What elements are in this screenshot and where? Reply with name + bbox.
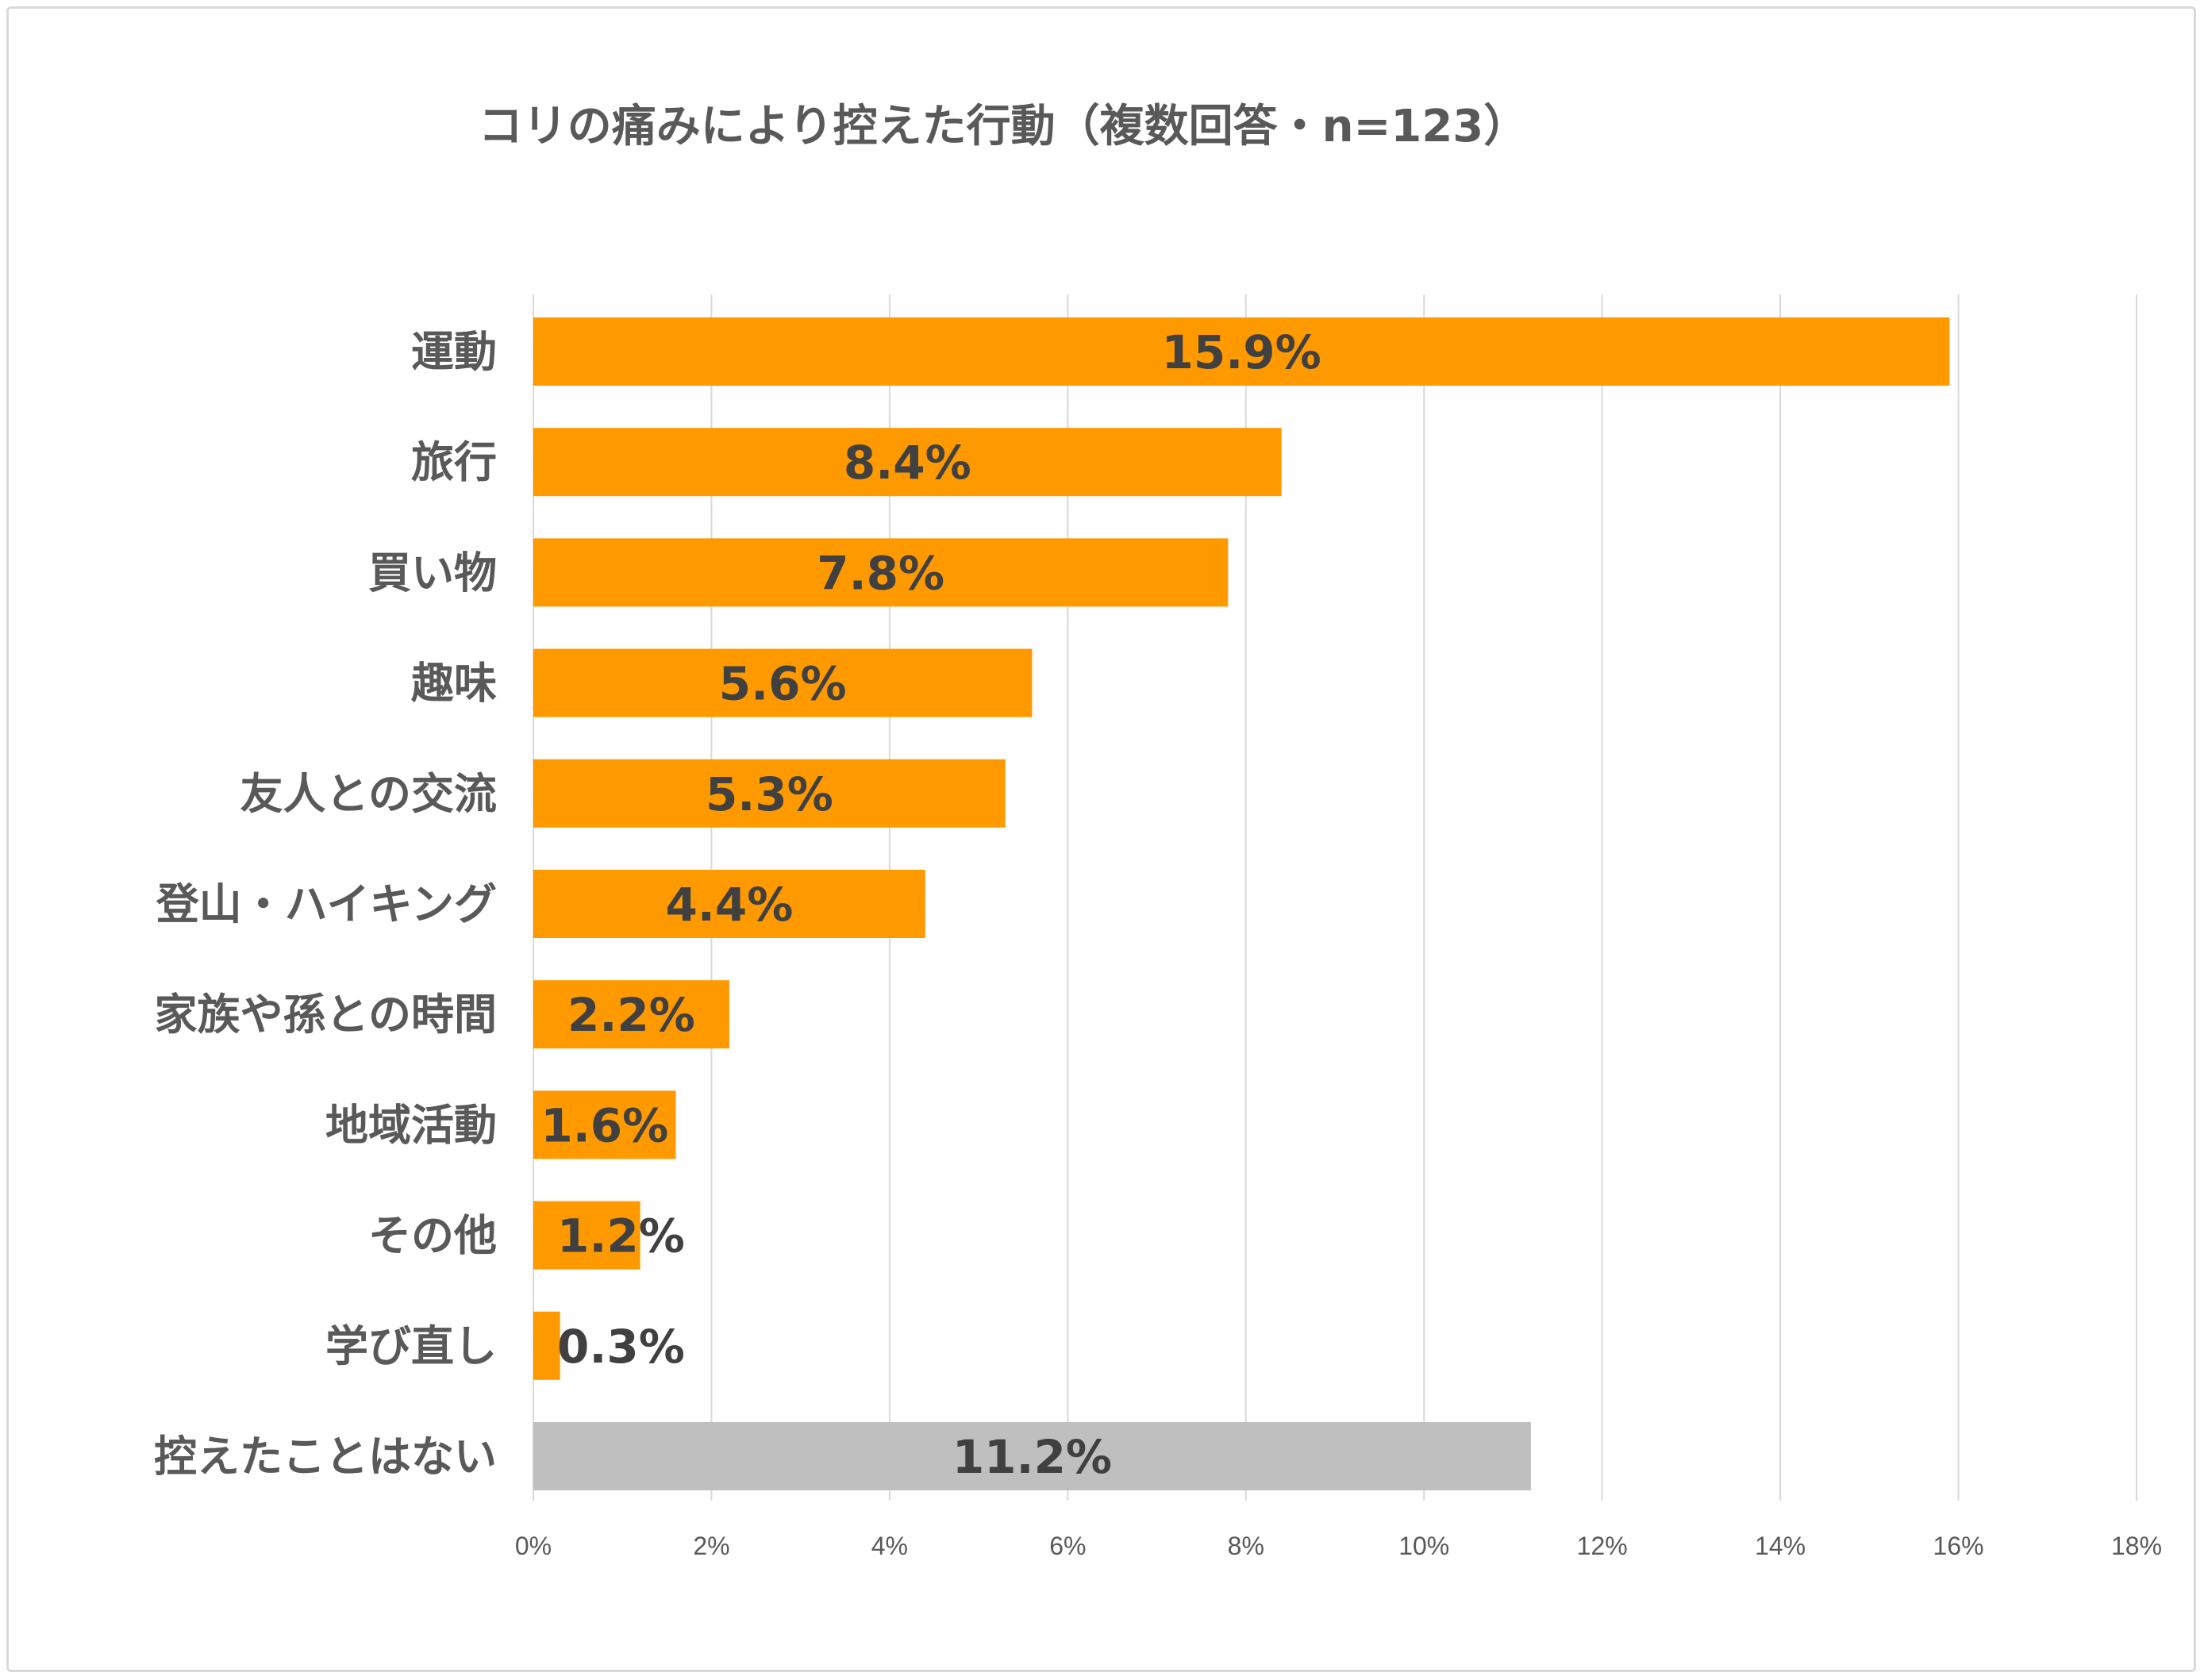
bar (533, 428, 1282, 497)
category-labels: 運動旅行買い物趣味友人との交流登山・ハイキング家族や孫との時間地域活動その他学び… (154, 327, 497, 1482)
category-label: 運動 (411, 327, 497, 377)
bar (533, 1201, 640, 1270)
value-label: 15.9% (1162, 325, 1321, 379)
bar (533, 1090, 676, 1159)
chart-title: コリの痛みにより控えた行動（複数回答・n=123） (479, 101, 1529, 152)
bar (533, 1311, 560, 1380)
x-axis-ticks: 0% 2% 4% 6% 8% 10% 12% 14% 16% 18% (515, 1532, 2162, 1560)
x-tick-label: 2% (693, 1532, 729, 1560)
x-tick-label: 0% (515, 1532, 552, 1560)
category-label: 登山・ハイキング (156, 879, 497, 929)
category-label: その他 (368, 1211, 497, 1261)
category-label: 友人との交流 (240, 769, 497, 819)
category-label: 趣味 (411, 659, 497, 709)
value-label: 2.2% (567, 988, 695, 1042)
x-tick-label: 4% (871, 1532, 908, 1560)
category-label: 家族や孫との時間 (155, 990, 497, 1040)
bar (533, 538, 1229, 607)
chart-frame: コリの痛みにより控えた行動（複数回答・n=123） 0% 2% 4% 6% 8% 10% 1… (6, 6, 2196, 1672)
value-label: 5.3% (706, 767, 833, 821)
value-labels: 15.9% 8.4% 7.8% 5.6% 5.3% 4.4% 2.2% 1.6% 1.2% 0.3… (540, 325, 1321, 1484)
x-tick-label: 12% (1577, 1532, 1628, 1560)
x-tick-label: 8% (1228, 1532, 1264, 1560)
bar (533, 1422, 1531, 1490)
bar (533, 648, 1033, 717)
value-label: 5.6% (719, 657, 847, 711)
category-label: 旅行 (411, 437, 497, 487)
value-label: 0.3% (557, 1320, 685, 1374)
value-label: 8.4% (844, 436, 971, 490)
x-tick-label: 16% (1933, 1532, 1984, 1560)
category-label: 買い物 (368, 548, 497, 598)
x-tick-label: 14% (1755, 1532, 1806, 1560)
x-tick-label: 6% (1049, 1532, 1086, 1560)
value-label: 1.2% (557, 1209, 685, 1263)
category-label: 学び直し (325, 1321, 497, 1371)
value-label: 7.8% (817, 546, 944, 600)
bar (533, 870, 925, 938)
bar (533, 317, 1950, 386)
category-label: 地域活動 (325, 1100, 497, 1150)
bar (533, 759, 1006, 828)
bar-chart: コリの痛みにより控えた行動（複数回答・n=123） 0% 2% 4% 6% 8% 10% 1… (154, 101, 2162, 1560)
value-label: 4.4% (665, 878, 793, 932)
category-label: 控えたことはない (154, 1432, 497, 1482)
value-label: 1.6% (540, 1098, 668, 1152)
x-tick-label: 18% (2111, 1532, 2162, 1560)
bars (533, 317, 1950, 1490)
bar (533, 980, 729, 1049)
x-tick-label: 10% (1398, 1532, 1449, 1560)
value-label: 11.2% (952, 1430, 1112, 1484)
